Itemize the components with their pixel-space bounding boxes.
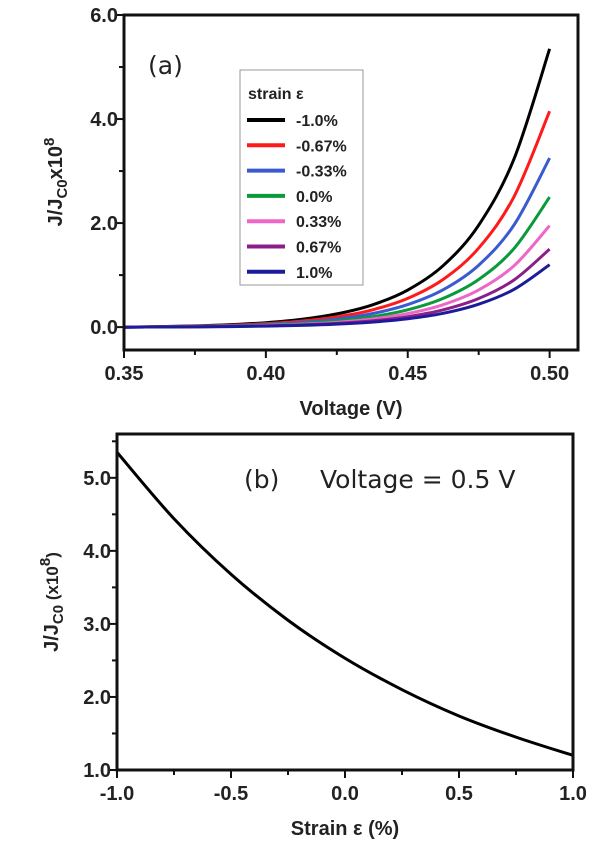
series-line-0	[115, 451, 574, 757]
legend-label: 0.33%	[296, 214, 341, 231]
x-tick-label: 0.40	[246, 363, 285, 385]
legend-label: 0.67%	[296, 240, 341, 257]
legend-box	[239, 69, 364, 286]
panel-b-series	[115, 451, 574, 757]
panel-a-frame	[122, 13, 580, 352]
legend-item: 0.33%	[247, 214, 341, 231]
legend: strain ε -1.0% -0.67% -0.33% 0.0% 0.33% 0.67%…	[239, 69, 364, 286]
legend-item: 1.0%	[247, 265, 332, 282]
x-tick-label: 0.35	[105, 363, 144, 385]
panel-a-y-axis-title: J/JC0x108	[41, 138, 71, 227]
panel-a-x-axis-title: Voltage (V)	[300, 398, 403, 420]
y-tick-label: 0.0	[90, 317, 118, 339]
legend-label: 0.0%	[296, 189, 332, 206]
legend-item: -0.33%	[247, 164, 347, 181]
x-tick-label: 0.50	[530, 363, 569, 385]
legend-title: strain ε	[248, 86, 304, 103]
legend-item: 0.0%	[247, 189, 332, 206]
y-tick-label: 6.0	[90, 5, 118, 27]
x-tick-label: -1.0	[100, 783, 134, 805]
y-tick-label: 4.0	[90, 109, 118, 131]
panel-b-annotation: Voltage = 0.5 V	[320, 465, 515, 494]
series-line-6	[123, 263, 551, 329]
y-tick-label: 2.0	[83, 687, 111, 709]
x-tick-label: 0.45	[388, 363, 427, 385]
panel-a-series	[123, 48, 552, 329]
y-tick-label: 3.0	[83, 614, 111, 636]
x-tick-label: 0.5	[445, 783, 473, 805]
legend-label: 1.0%	[296, 265, 332, 282]
panel-a: 0.35 0.40 0.45 0.50 0.0 2.0 4.0 6.0 (a) strain …	[41, 5, 580, 420]
x-tick-label: -0.5	[214, 783, 248, 805]
legend-item: 0.67%	[247, 240, 341, 257]
legend-label: -1.0%	[296, 113, 338, 130]
panel-b-label: (b)	[244, 465, 279, 494]
x-tick-label: 1.0	[559, 783, 587, 805]
panel-b-ticks: -1.0 -0.5 0.0 0.5 1.0 1.0 2.0 3.0 4.0 5.0	[83, 440, 587, 805]
y-tick-label: 4.0	[83, 541, 111, 563]
y-tick-label: 1.0	[83, 760, 111, 782]
panel-b-y-axis-title: J/JC0 (x108)	[37, 552, 67, 652]
legend-label: -0.67%	[296, 138, 347, 155]
x-tick-label: 0.0	[331, 783, 359, 805]
panel-b: -1.0 -0.5 0.0 0.5 1.0 1.0 2.0 3.0 4.0 5.0 (b) Vol…	[37, 432, 587, 840]
legend-item: -1.0%	[247, 113, 338, 130]
legend-item: -0.67%	[247, 138, 347, 155]
legend-label: -0.33%	[296, 164, 347, 181]
y-tick-label: 2.0	[90, 213, 118, 235]
panel-b-x-axis-title: Strain ε (%)	[291, 818, 399, 840]
y-tick-label: 5.0	[83, 468, 111, 490]
panel-a-ticks: 0.35 0.40 0.45 0.50 0.0 2.0 4.0 6.0	[90, 5, 569, 385]
panel-a-label: (a)	[148, 51, 183, 80]
